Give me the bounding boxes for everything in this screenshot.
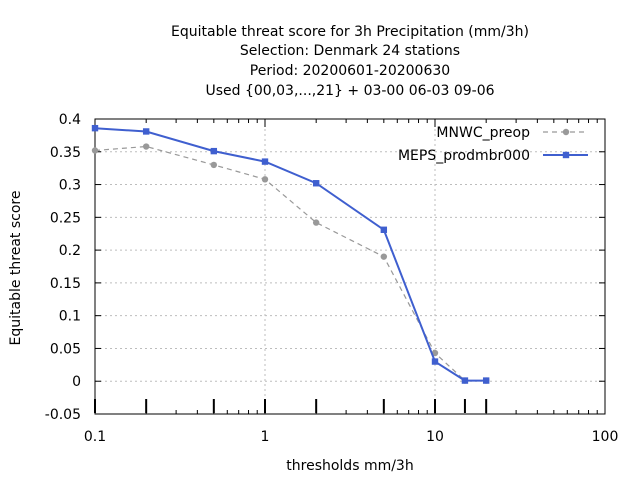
data-point <box>142 128 150 135</box>
x-tick-label: 10 <box>426 429 444 445</box>
data-point <box>142 143 150 150</box>
grid <box>95 119 605 414</box>
data-point <box>312 180 320 187</box>
y-tick-label: 0.3 <box>59 178 81 194</box>
data-point <box>210 147 218 155</box>
plot-series <box>91 124 490 384</box>
y-tick-label: -0.05 <box>45 407 81 423</box>
legend-label: MEPS_prodmbr000 <box>398 148 530 164</box>
plot-frame <box>94 118 606 415</box>
y-axis-label: Equitable threat score <box>8 191 24 346</box>
legend-marker <box>562 128 570 136</box>
data-point <box>380 226 388 233</box>
x-tick-label: 1 <box>261 429 270 445</box>
data-point <box>261 176 269 183</box>
x-tick-label: 100 <box>592 429 619 445</box>
title-line: Selection: Denmark 24 stations <box>240 43 460 59</box>
series-line-meps-prodmbr000 <box>94 127 487 382</box>
data-point <box>91 124 99 132</box>
y-tick-label: 0.35 <box>50 145 81 161</box>
chart-title: Equitable threat score for 3h Precipitat… <box>171 24 529 99</box>
title-line: Period: 20200601-20200630 <box>250 63 450 79</box>
legend: MNWC_preop MEPS_prodmbr000 <box>398 125 588 164</box>
title-line: Used {00,03,...,21} + 03-00 06-03 09-06 <box>205 83 494 99</box>
data-point <box>461 377 469 384</box>
data-point <box>431 349 439 357</box>
y-tick-label: 0.05 <box>50 341 81 357</box>
data-point <box>261 158 269 165</box>
axes: -0.05 0 0.05 0.1 0.15 0.2 0.25 0.3 0.35 0.4 0.1 1 10… <box>45 112 619 445</box>
y-tick-label: 0.15 <box>50 276 81 292</box>
y-tick-label: 0 <box>72 374 81 390</box>
data-point <box>91 147 99 154</box>
legend-marker <box>562 151 570 159</box>
data-point <box>482 377 490 384</box>
title-line: Equitable threat score for 3h Precipitat… <box>171 24 529 40</box>
x-tick-label: 0.1 <box>84 429 106 445</box>
y-tick-label: 0.2 <box>59 243 81 259</box>
data-point <box>380 253 388 260</box>
data-point <box>210 161 218 169</box>
x-axis-label: thresholds mm/3h <box>286 458 413 474</box>
y-tick-label: 0.4 <box>59 112 81 128</box>
y-tick-label: 0.25 <box>50 210 81 226</box>
series-line-mnwc-preop <box>94 145 487 382</box>
legend-label: MNWC_preop <box>436 125 530 141</box>
data-point <box>312 219 320 226</box>
y-tick-label: 0.1 <box>59 309 81 325</box>
data-point <box>431 358 439 365</box>
